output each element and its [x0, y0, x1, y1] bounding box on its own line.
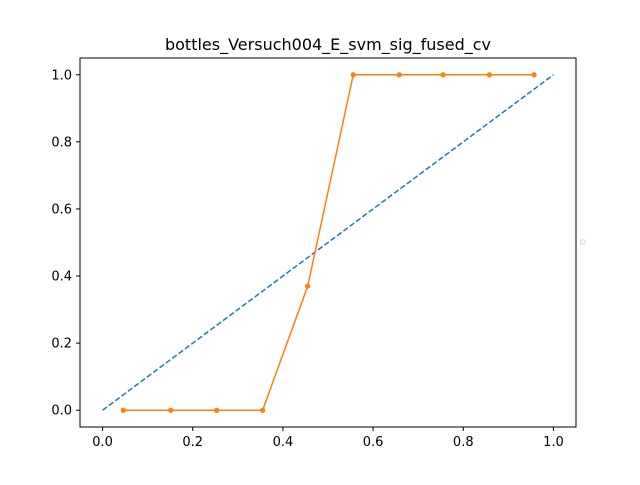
calibration-point: [350, 72, 356, 78]
plot-frame: [79, 57, 577, 428]
calibration-point: [214, 407, 220, 413]
series-layer: [102, 72, 554, 413]
calibration-point: [396, 72, 402, 78]
axis-layer: 0.0 0.2 0.4 0.6 0.8 1.0 0.0 0.2 0.4 0.6 0.8 1.0: [51, 68, 563, 450]
y-tick-label: 1.0: [51, 68, 72, 83]
calibration-point: [531, 72, 537, 78]
y-tick-label: 0.6: [51, 202, 72, 217]
calibration-point: [305, 283, 311, 289]
legend-box: [580, 239, 586, 245]
calibration-curve-line: [123, 74, 535, 411]
x-tick-label: 0.2: [182, 435, 203, 450]
chart-title: bottles_Versuch004_E_svm_sig_fused_cv: [165, 35, 491, 55]
x-tick-label: 1.0: [543, 435, 564, 450]
calibration-point: [120, 407, 126, 413]
x-tick-label: 0.0: [92, 435, 113, 450]
x-tick-label: 0.6: [363, 435, 384, 450]
calibration-point: [260, 407, 266, 413]
y-tick-label: 0.0: [51, 404, 72, 419]
calibration-point: [486, 72, 493, 78]
reference-diagonal-line: [102, 74, 554, 411]
x-tick-label: 0.4: [273, 435, 294, 450]
y-tick-label: 0.2: [51, 337, 72, 352]
calibration-point: [168, 407, 174, 413]
y-tick-label: 0.8: [51, 135, 72, 150]
calibration-point: [440, 72, 446, 78]
y-tick-label: 0.4: [51, 270, 72, 285]
x-tick-label: 0.8: [453, 435, 474, 450]
